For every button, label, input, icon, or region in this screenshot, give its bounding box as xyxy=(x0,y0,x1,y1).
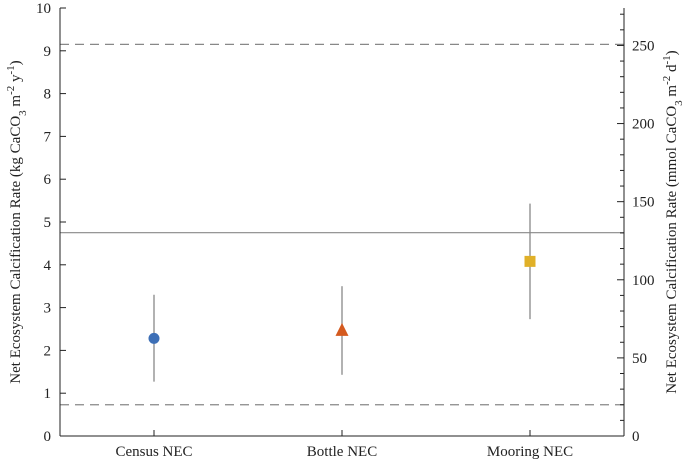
y-right-tick-label: 200 xyxy=(632,117,655,133)
data-marks xyxy=(148,203,536,382)
data-point-triangle xyxy=(335,322,349,336)
data-point-circle xyxy=(148,332,160,344)
data-point-square xyxy=(524,255,536,267)
y-left-tick-label: 2 xyxy=(44,343,52,359)
y-right-tick-label: 150 xyxy=(632,195,655,211)
y-left-tick-label: 4 xyxy=(44,258,52,274)
y-right-tick-label: 100 xyxy=(632,273,655,289)
y-axis-right-label: Net Ecosystem Calcification Rate (mmol C… xyxy=(661,50,685,393)
y-left-tick-label: 6 xyxy=(44,172,52,188)
y-right-tick-label: 50 xyxy=(632,351,647,367)
y-left-tick-label: 1 xyxy=(44,386,52,402)
x-tick-label: Census NEC xyxy=(115,444,192,460)
x-tick-label: Mooring NEC xyxy=(487,444,573,460)
y-right-tick-label: 0 xyxy=(632,429,640,445)
y-left-tick-label: 5 xyxy=(44,215,52,231)
y-left-tick-label: 0 xyxy=(44,429,52,445)
x-tick-label: Bottle NEC xyxy=(307,444,377,460)
y-left-tick-label: 7 xyxy=(44,129,52,145)
y-left-tick-label: 8 xyxy=(44,87,52,103)
y-left-tick-label: 10 xyxy=(36,1,51,17)
y-right-tick-label: 250 xyxy=(632,38,655,54)
y-axis-left-label: Net Ecosystem Calcification Rate (kg CaC… xyxy=(5,60,29,383)
y-left-tick-label: 3 xyxy=(44,301,52,317)
y-left-tick-label: 9 xyxy=(44,44,52,60)
